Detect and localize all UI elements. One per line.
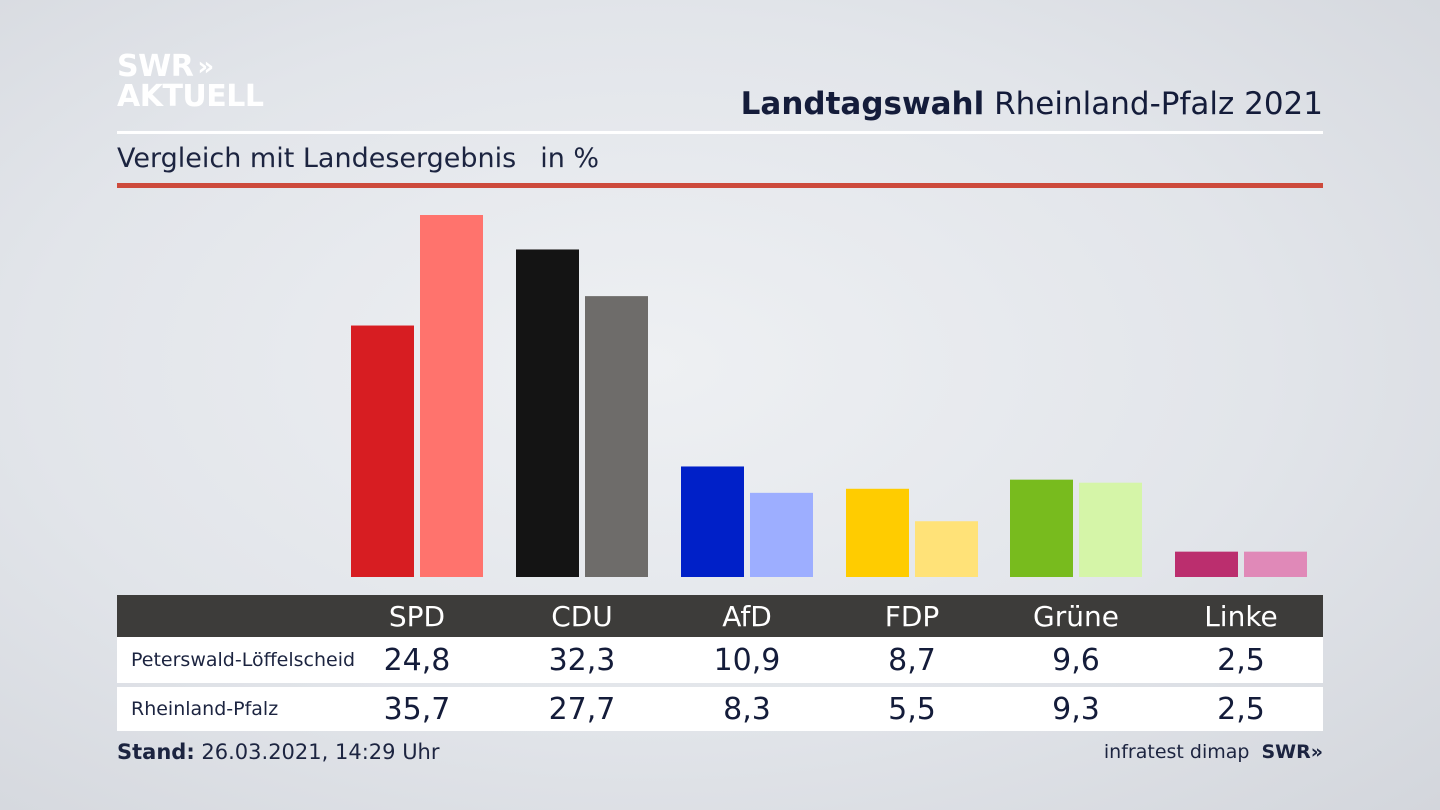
title-rest: Rheinland-Pfalz 2021: [994, 86, 1323, 122]
table-header: SPD CDU AfD FDP Grüne Linke: [117, 595, 1323, 637]
row-label: Peterswald-Löffelscheid: [131, 649, 356, 671]
unit-label: in %: [540, 143, 600, 174]
table-cell: 5,5: [888, 691, 936, 727]
column-header-5: Linke: [1204, 599, 1278, 633]
table-cell: 2,5: [1217, 642, 1265, 678]
logo-aktuell-text: AKTUELL: [117, 79, 264, 114]
stand-value: 26.03.2021, 14:29 Uhr: [201, 740, 440, 764]
column-header-3: FDP: [884, 599, 940, 633]
subtitle-text: Vergleich mit Landesergebnis: [117, 143, 517, 174]
column-header-2: AfD: [722, 599, 772, 633]
bar-cdu-state: [585, 296, 648, 577]
bar-afd-state: [750, 492, 813, 577]
column-header-4: Grüne: [1033, 599, 1119, 633]
results-table: SPD CDU AfD FDP Grüne Linke Peterswald-Löffel…: [117, 595, 1323, 731]
bar-afd-local: [681, 466, 744, 577]
column-header-1: CDU: [551, 599, 613, 633]
source-text: infratest dimap: [1103, 741, 1250, 763]
bar-spd-local: [351, 325, 414, 577]
chart-subtitle: Vergleich mit Landesergebnis in %: [117, 143, 599, 174]
row-label: Rheinland-Pfalz: [131, 698, 279, 720]
table-cell: 9,3: [1052, 691, 1100, 727]
title-bold: Landtagswahl: [740, 86, 985, 122]
bar-chart: [351, 215, 1307, 577]
page-title: Landtagswahl Rheinland-Pfalz 2021: [741, 86, 1323, 122]
table-cell: 35,7: [383, 691, 451, 727]
bar-linke-state: [1244, 551, 1307, 577]
bar-grüne-local: [1010, 479, 1073, 577]
swr-footer-logo: SWR»: [1261, 741, 1323, 763]
table-cell: 8,3: [723, 691, 771, 727]
subtitle-divider: [117, 183, 1323, 188]
column-header-0: SPD: [388, 599, 446, 633]
bar-grüne-state: [1079, 482, 1142, 577]
table-cell: 27,7: [548, 691, 616, 727]
table-cell: 24,8: [383, 642, 451, 678]
stand-label: Stand:: [117, 740, 195, 764]
bar-cdu-local: [516, 249, 579, 577]
title-divider: [117, 131, 1323, 134]
table-cell: 8,7: [888, 642, 936, 678]
logo-swr-text: SWR: [117, 49, 194, 84]
table-row: Rheinland-Pfalz 35,7 27,7 8,3 5,5 9,3 2,5: [117, 687, 1323, 731]
table-cell: 10,9: [713, 642, 781, 678]
table-cell: 32,3: [548, 642, 616, 678]
table-row: Peterswald-Löffelscheid 24,8 32,3 10,9 8,7 9…: [117, 637, 1323, 683]
bar-spd-state: [420, 215, 483, 577]
bar-fdp-local: [846, 488, 909, 577]
table-cell: 2,5: [1217, 691, 1265, 727]
bar-linke-local: [1175, 551, 1238, 577]
timestamp: Stand: 26.03.2021, 14:29 Uhr: [117, 740, 440, 764]
source-credit: infratest dimap SWR»: [1104, 741, 1323, 763]
swr-aktuell-logo: SWR» AKTUELL: [117, 52, 264, 112]
table-cell: 9,6: [1052, 642, 1100, 678]
bar-fdp-state: [915, 521, 978, 577]
